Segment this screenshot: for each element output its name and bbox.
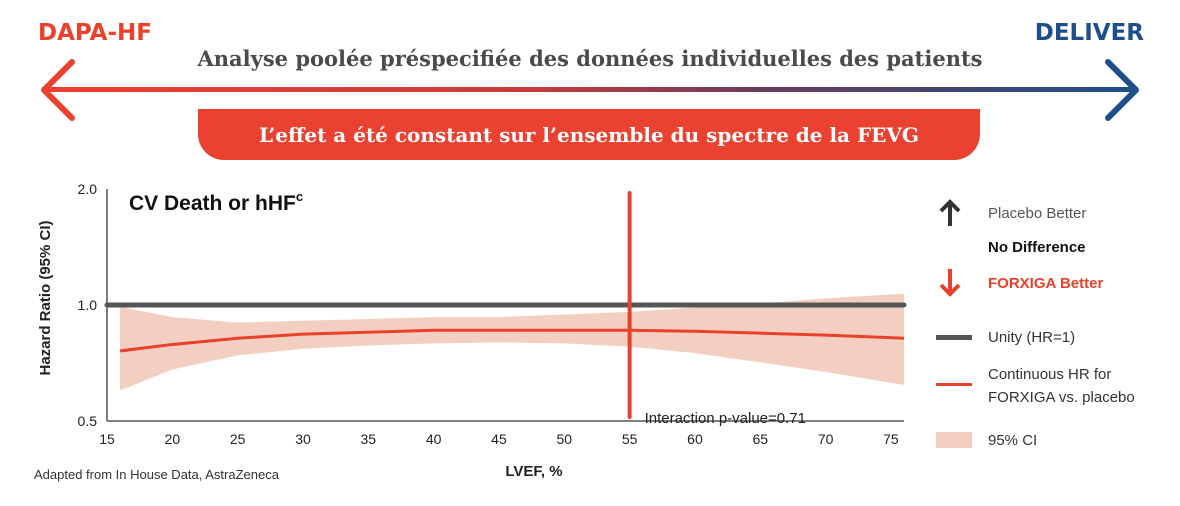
- source-credit: Adapted from In House Data, AstraZeneca: [34, 467, 279, 482]
- y-tick-label: 1.0: [78, 297, 98, 313]
- x-tick-label: 15: [99, 431, 115, 447]
- chart-title: CV Death or hHFc: [129, 189, 303, 215]
- interaction-annotation: Interaction p-value=0.71: [645, 410, 806, 427]
- x-tick-label: 30: [295, 431, 311, 447]
- x-axis-label: LVEF, %: [505, 463, 562, 480]
- x-tick-label: 65: [752, 431, 768, 447]
- hazard-ratio-chart: Hazard Ratio (95% CI) Interaction p-valu…: [37, 181, 907, 480]
- legend-hr-line2: FORXIGA vs. placebo: [988, 389, 1135, 406]
- y-tick-label: 0.5: [78, 413, 98, 429]
- legend-placebo-better: Placebo Better: [988, 205, 1087, 222]
- double-arrow-icon: [41, 59, 1139, 121]
- legend-hr-swatch: [936, 383, 972, 386]
- x-tick-label: 55: [622, 431, 638, 447]
- x-tick-label: 20: [165, 431, 181, 447]
- arrow-down-icon: [939, 269, 961, 297]
- x-tick-label: 50: [557, 431, 573, 447]
- legend-ci: 95% CI: [988, 432, 1038, 449]
- legend-unity-swatch: [936, 335, 972, 340]
- arrow-up-icon: [939, 199, 961, 226]
- x-tick-label: 45: [491, 431, 507, 447]
- deliver-label: DELIVER: [1034, 20, 1144, 46]
- y-tick-label: 2.0: [78, 181, 98, 197]
- subtitle: Analyse poolée préspecifiée des données …: [197, 46, 983, 71]
- x-tick-label: 25: [230, 431, 246, 447]
- legend-ci-swatch: [936, 432, 972, 448]
- legend-no-difference: No Difference: [988, 239, 1086, 256]
- dapa-hf-label: DAPA-HF: [38, 20, 152, 46]
- legend-hr-line1: Continuous HR for: [988, 366, 1112, 383]
- legend-forxiga-better: FORXIGA Better: [988, 275, 1104, 292]
- ci-band: [120, 293, 905, 391]
- x-tick-label: 75: [883, 431, 899, 447]
- banner: L’effet a été constant sur l’ensemble du…: [198, 109, 980, 160]
- legend-unity: Unity (HR=1): [988, 329, 1076, 346]
- x-tick-label: 70: [818, 431, 834, 447]
- hr-curve: [119, 328, 905, 353]
- x-tick-label: 35: [361, 431, 377, 447]
- y-axis-label: Hazard Ratio (95% CI): [37, 220, 54, 375]
- x-tick-label: 60: [687, 431, 703, 447]
- x-tick-label: 40: [426, 431, 442, 447]
